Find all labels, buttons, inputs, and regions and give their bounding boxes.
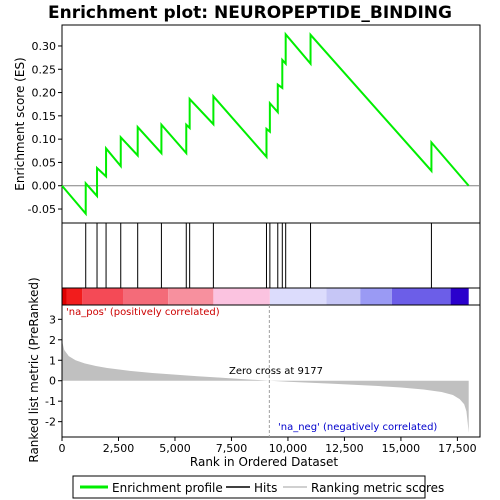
heat-strip-segment <box>62 288 67 305</box>
heat-strip-segment <box>326 288 361 305</box>
es-panel-frame <box>61 24 481 224</box>
heat-strip-segment <box>360 288 392 305</box>
legend-label-hits: Hits <box>254 481 277 495</box>
ranking-metric-area <box>62 340 469 433</box>
x-axis-label: Rank in Ordered Dataset <box>190 455 338 469</box>
rank-y-axis: -2 -1 0 1 2 3 <box>45 313 62 429</box>
es-y-axis: -0.05 0.00 0.05 0.10 0.15 0.20 0.25 0.30 <box>28 40 62 216</box>
es-y-tick-label: 0.05 <box>32 156 57 169</box>
es-y-tick-label: 0.15 <box>32 110 57 123</box>
legend-label-enrichment: Enrichment profile <box>112 481 223 495</box>
rank-x-tick-label: 12,500 <box>325 442 364 455</box>
rank-x-tick-label: 7,500 <box>216 442 248 455</box>
heat-strip-segment <box>82 288 124 305</box>
heat-strip-segment <box>269 288 327 305</box>
rank-y-tick-label: 0 <box>49 375 56 388</box>
enrichment-profile-line <box>61 31 470 217</box>
rank-heat-strip <box>61 287 481 306</box>
zero-cross-label: Zero cross at 9177 <box>229 366 323 377</box>
hits-panel <box>61 222 481 289</box>
chart-title: Enrichment plot: NEUROPEPTIDE_BINDING <box>48 3 452 23</box>
hit-lines <box>85 223 432 288</box>
rank-y-tick-label: 1 <box>49 354 56 367</box>
legend: Enrichment profile Hits Ranking metric s… <box>72 475 444 499</box>
hits-panel-frame <box>61 222 481 289</box>
rank-x-tick-label: 0 <box>59 442 66 455</box>
rank-y-tick-label: -1 <box>45 395 56 408</box>
rank-panel-frame <box>61 304 481 438</box>
heat-strip-segment <box>450 288 469 305</box>
heat-strip-segment <box>168 288 214 305</box>
heat-strip-segment <box>391 288 451 305</box>
rank-x-tick-label: 10,000 <box>269 442 308 455</box>
es-y-tick-label: -0.05 <box>28 203 56 216</box>
es-y-tick-label: 0.30 <box>32 40 57 53</box>
es-y-axis-label: Enrichment score (ES) <box>13 57 27 190</box>
rank-y-tick-label: -2 <box>45 416 56 429</box>
es-y-tick-label: 0.25 <box>32 63 57 76</box>
rank-x-tick-label: 15,000 <box>382 442 421 455</box>
rank-x-tick-label: 17,500 <box>438 442 477 455</box>
heat-strip-segment <box>213 288 270 305</box>
es-y-tick-label: 0.20 <box>32 87 57 100</box>
heat-strip-segment <box>66 288 83 305</box>
rank-y-tick-label: 3 <box>49 313 56 326</box>
pos-correlated-label: 'na_pos' (positively correlated) <box>66 307 220 318</box>
rank-x-axis: 0 2,500 5,000 7,500 10,000 12,500 15,000 17,500 <box>59 437 477 455</box>
rank-y-tick-label: 2 <box>49 334 56 347</box>
es-y-tick-label: 0.10 <box>32 133 57 146</box>
rank-panel: -2 -1 0 1 2 3 0 2,500 5,000 7,500 10,000 12,500 15,… <box>27 277 481 469</box>
es-y-tick-label: 0.00 <box>32 180 57 193</box>
rank-y-axis-label: Ranked list metric (PreRanked) <box>27 277 41 462</box>
heat-strip-segment <box>123 288 169 305</box>
neg-correlated-label: 'na_neg' (negatively correlated) <box>278 422 437 433</box>
rank-x-tick-label: 5,000 <box>159 442 191 455</box>
es-panel: -0.05 0.00 0.05 0.10 0.15 0.20 0.25 0.30 Enrich… <box>13 24 481 224</box>
legend-label-ranking: Ranking metric scores <box>311 481 444 495</box>
rank-x-tick-label: 2,500 <box>103 442 135 455</box>
